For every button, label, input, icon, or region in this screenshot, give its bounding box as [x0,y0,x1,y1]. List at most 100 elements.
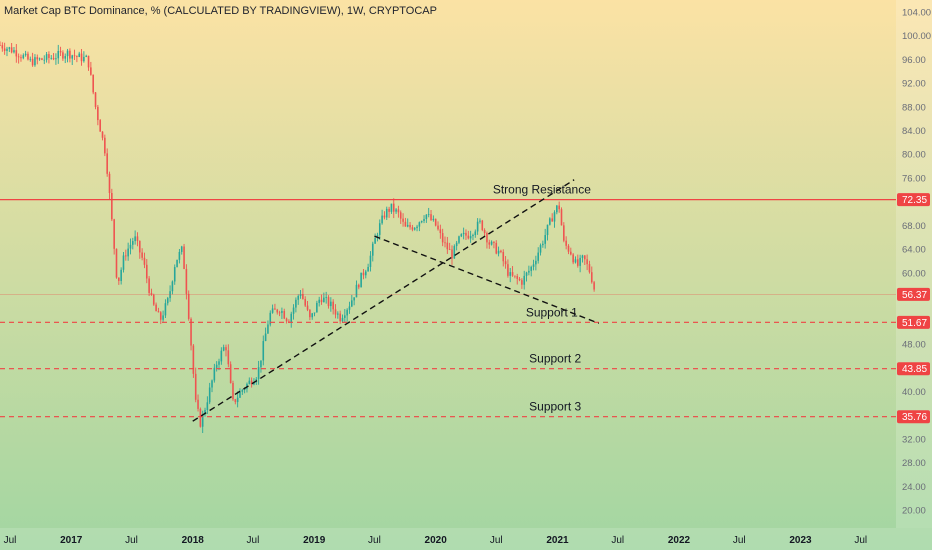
y-tick-label: 84.00 [902,126,926,137]
candle [521,278,523,289]
candle [423,215,425,224]
candle [560,207,563,226]
y-tick-label: 104.00 [902,7,931,18]
candle [41,57,43,61]
candle [385,206,388,220]
candle [549,217,551,226]
x-tick-label: Jul [490,535,503,546]
candle [85,54,88,58]
candle [215,361,218,372]
candle [425,214,428,223]
candle [542,240,544,248]
y-tick-label: 40.00 [902,387,926,398]
candle [229,361,232,384]
candle [192,344,195,378]
candle [269,310,272,327]
candle [444,236,446,248]
candle [176,259,178,268]
y-tick-label: 64.00 [902,245,926,256]
candle [351,294,353,308]
candle [514,275,516,279]
time-axis: Jul 2017 Jul 2018 Jul 2019 Jul 2020 Jul 2021 Jul 20… [4,535,868,546]
candle [115,248,118,279]
candle [500,249,502,254]
candle [3,42,6,55]
candle [125,249,127,261]
candle [458,235,460,245]
candle [570,247,572,256]
candle [392,198,395,219]
candle [462,227,465,240]
candle [31,52,34,67]
candle [152,293,155,306]
candle [455,240,458,251]
level-annotation: Support 3 [529,400,581,414]
candle [106,148,108,177]
candle [437,221,439,231]
candle [353,297,355,306]
candle [225,344,227,357]
candle [262,335,265,366]
candle [348,301,351,314]
candle [362,269,365,280]
candle [111,188,113,222]
candle [493,241,495,249]
candle [234,398,237,405]
candle [339,310,341,324]
candle [143,252,146,269]
price-badge-label: 56.37 [902,290,927,301]
candle [579,254,581,273]
candle [539,243,542,256]
candle [104,134,106,157]
candle [483,228,486,237]
candle [364,269,367,279]
candle [369,251,372,272]
x-tick-label: Jul [247,535,260,546]
candle [409,222,411,230]
candle [297,294,300,305]
candle [446,236,449,254]
y-tick-label: 32.00 [902,435,926,446]
y-tick-label: 76.00 [902,173,926,184]
candle [285,317,288,324]
candle [563,222,565,243]
candle [62,50,64,61]
candle [488,239,491,249]
candle [24,50,27,57]
candle [330,297,332,312]
candle [141,248,143,261]
x-tick-label: 2021 [546,535,569,546]
time-axis-panel[interactable] [0,528,932,550]
candle [378,219,381,240]
candle [283,308,286,320]
candle [274,303,276,310]
candle [8,46,11,53]
candle [94,91,97,110]
price-badge-label: 35.76 [902,412,927,423]
candle [99,118,101,132]
candle [120,267,122,285]
candle [476,218,479,235]
candle [502,249,505,267]
candle [490,240,493,246]
x-tick-label: Jul [733,535,746,546]
x-tick-label: Jul [125,535,138,546]
candle [257,360,260,385]
candle [420,220,423,224]
candle [213,363,216,383]
candle [427,207,430,218]
candle [113,218,115,255]
candle [38,57,41,61]
candle [17,53,20,64]
candle [185,264,188,300]
price-badge: 35.76 [897,410,930,424]
candle [518,276,521,282]
candle [271,304,274,314]
candle [357,283,360,290]
candle [78,51,81,58]
price-axis-panel[interactable] [896,0,932,528]
price-badge-label: 43.85 [902,364,927,375]
candle [157,307,160,313]
